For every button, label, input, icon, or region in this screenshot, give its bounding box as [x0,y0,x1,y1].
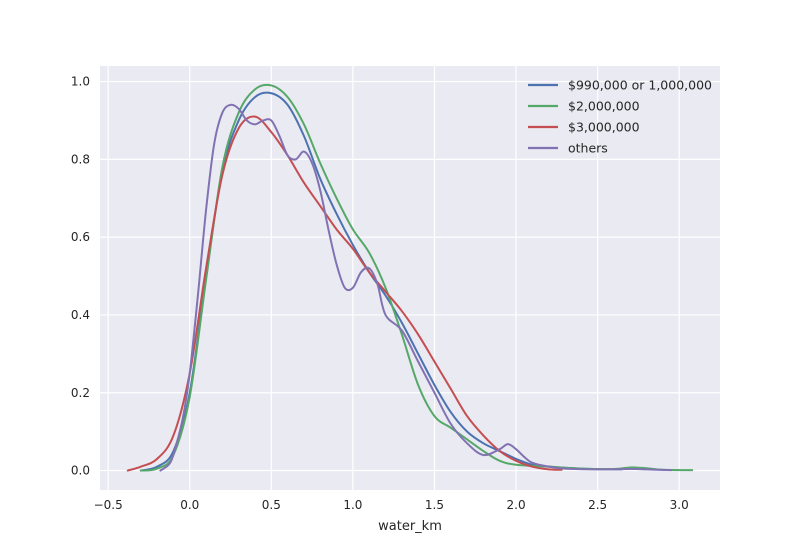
legend: $990,000 or 1,000,000 $2,000,000 $3,000,00… [528,78,712,156]
x-tick-label: 1.0 [343,498,362,512]
series-line-3 [159,103,673,472]
y-tick-label: 0.2 [71,386,90,400]
x-tick-label: 1.5 [425,498,444,512]
legend-label-3: others [568,141,608,156]
y-tick-label: 0.6 [71,230,90,244]
legend-label-0: $990,000 or 1,000,000 [568,78,712,93]
y-tick-label: 1.0 [71,75,90,89]
y-axis-ticks: 0.0 0.2 0.4 0.6 0.8 1.0 [71,75,90,478]
x-axis-label: water_km [378,519,442,534]
x-tick-label: 0.0 [180,498,199,512]
series-layer [126,83,694,472]
x-tick-label: −0.5 [94,498,123,512]
plot-background [100,66,720,490]
series-line-2 [126,115,563,472]
x-tick-label: 2.0 [507,498,526,512]
x-tick-label: 3.0 [670,498,689,512]
y-tick-label: 0.0 [71,464,90,478]
x-tick-label: 2.5 [588,498,607,512]
y-tick-label: 0.8 [71,152,90,166]
y-tick-label: 0.4 [71,308,90,322]
grid-lines [100,66,720,490]
legend-label-1: $2,000,000 [568,99,640,114]
legend-label-2: $3,000,000 [568,120,640,135]
x-tick-label: 0.5 [262,498,281,512]
x-axis-ticks: −0.5 0.0 0.5 1.0 1.5 2.0 2.5 3.0 [94,498,689,512]
